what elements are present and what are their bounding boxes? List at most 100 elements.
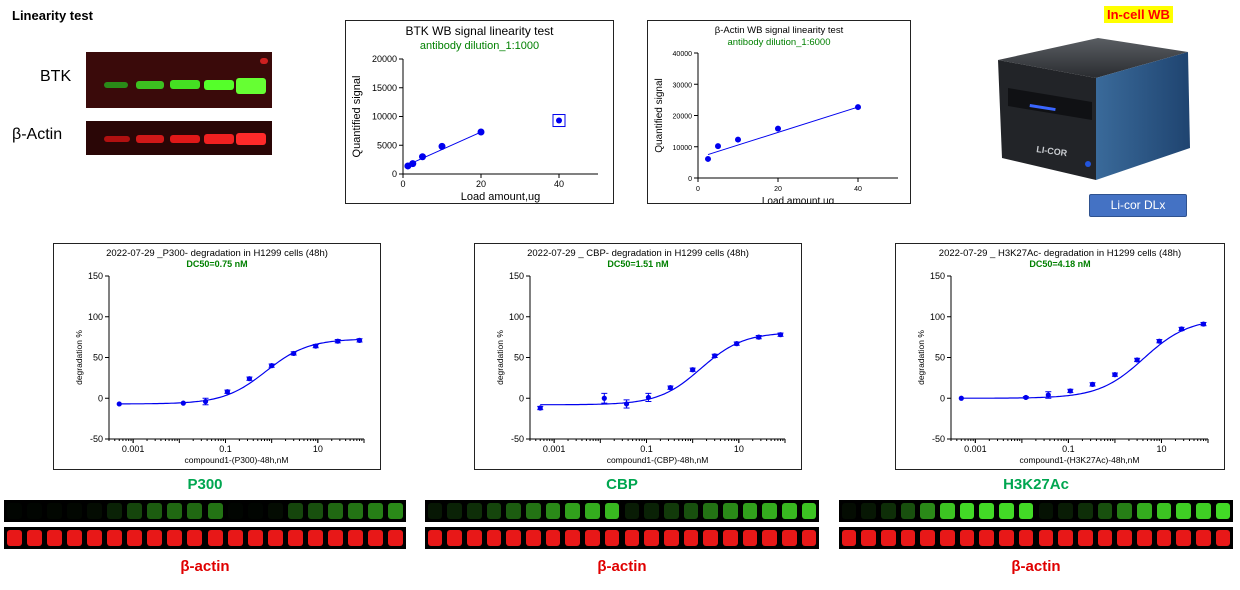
well <box>565 503 581 519</box>
well <box>1156 503 1172 519</box>
data-point <box>645 394 651 401</box>
well <box>762 530 778 546</box>
x-axis-label: compound1-(CBP)-48h,nM <box>607 455 709 465</box>
well <box>979 530 995 546</box>
well <box>920 530 935 546</box>
x-axis-label: Load amount,ug <box>762 196 834 203</box>
well <box>604 530 620 546</box>
well <box>900 530 916 546</box>
chart-title: 2022-07-29 _ H3K27Ac- degradation in H12… <box>939 248 1181 259</box>
well <box>287 530 303 546</box>
well <box>1215 503 1231 519</box>
y-axis-label: Quantified signal <box>351 76 363 158</box>
y-axis-label: Quantified signal <box>654 78 665 153</box>
data-point <box>224 389 230 395</box>
well <box>1117 503 1132 519</box>
data-point <box>775 125 781 132</box>
well <box>723 503 738 519</box>
y-tick-label: 100 <box>88 312 103 322</box>
well <box>841 530 857 546</box>
well <box>1058 530 1073 546</box>
data-point <box>756 334 762 340</box>
well <box>1097 503 1113 519</box>
well <box>900 503 916 519</box>
well <box>447 530 462 546</box>
well <box>427 530 443 546</box>
x-tick-label: 40 <box>554 179 564 189</box>
well <box>959 530 975 546</box>
well <box>604 503 620 519</box>
data-point <box>1045 392 1051 398</box>
btk-linearity-plot: BTK WB signal linearity test antibody dil… <box>351 24 598 203</box>
well <box>1097 530 1113 546</box>
well <box>742 503 758 519</box>
data-point <box>202 398 209 405</box>
well <box>388 503 404 519</box>
x-axis-label: compound1-(H3K27Ac)-48h,nM <box>1019 455 1139 465</box>
cbp-strip-label: CBP <box>606 476 638 493</box>
data-point <box>1134 357 1140 363</box>
x-tick-label: 20 <box>476 179 486 189</box>
well <box>526 530 541 546</box>
cbp-actin-label: β-actin <box>597 558 647 575</box>
well <box>368 530 384 546</box>
well <box>167 503 183 519</box>
x-tick-label: 10 <box>1156 444 1166 454</box>
well <box>545 530 561 546</box>
well <box>880 503 896 519</box>
well <box>506 503 521 519</box>
chart-title: 2022-07-29 _ CBP- degradation in H1299 c… <box>527 248 749 259</box>
chart-subtitle: DC50=4.18 nM <box>1029 259 1090 269</box>
well <box>742 530 758 546</box>
h3k27ac-degradation-chart: 2022-07-29 _ H3K27Ac- degradation in H12… <box>895 243 1225 470</box>
well <box>1137 503 1152 519</box>
licor-dlx-button[interactable]: Li-cor DLx <box>1089 194 1187 217</box>
well <box>46 530 62 546</box>
y-tick-label: 0 <box>392 169 397 179</box>
data-point <box>1156 338 1162 344</box>
well <box>248 503 263 519</box>
y-tick-label: -50 <box>511 434 524 444</box>
p300-strip-label: P300 <box>187 476 223 493</box>
y-tick-label: 100 <box>509 312 524 322</box>
data-point <box>409 160 417 168</box>
well <box>506 530 521 546</box>
well <box>565 530 581 546</box>
well <box>545 503 561 519</box>
well <box>227 530 243 546</box>
data-point <box>419 153 426 161</box>
chart-title: β-Actin WB signal linearity test <box>715 25 844 36</box>
well <box>624 503 640 519</box>
y-tick-label: 50 <box>514 353 524 363</box>
data-point <box>715 143 721 150</box>
well <box>1038 503 1054 519</box>
incell-wb-label: In-cell WB <box>1104 6 1173 23</box>
well <box>207 503 223 519</box>
well <box>940 530 955 546</box>
data-point <box>356 337 363 343</box>
well <box>880 530 896 546</box>
fit-line <box>707 106 859 156</box>
y-axis-label: degradation % <box>495 330 505 385</box>
well <box>1038 530 1054 546</box>
data-point <box>735 136 741 143</box>
well <box>801 530 817 546</box>
y-tick-label: 50 <box>93 353 103 363</box>
chart-subtitle: DC50=1.51 nM <box>607 259 668 269</box>
btk-linearity-chart: BTK WB signal linearity test antibody dil… <box>345 20 614 204</box>
well <box>1176 503 1192 519</box>
well <box>1077 530 1093 546</box>
well <box>447 503 462 519</box>
data-point <box>601 395 607 401</box>
chart-title: BTK WB signal linearity test <box>405 24 554 38</box>
data-point <box>477 128 485 136</box>
well <box>127 503 143 519</box>
y-tick-label: 15000 <box>372 83 397 93</box>
h3k27ac-actin-strip <box>839 527 1233 549</box>
data-point <box>1112 372 1118 378</box>
device-brand: LI-COR <box>1036 144 1069 158</box>
h3k27ac-actin-label: β-actin <box>1011 558 1061 575</box>
well <box>67 503 82 519</box>
outlier-point <box>556 117 562 124</box>
cbp-degradation-chart: 2022-07-29 _ CBP- degradation in H1299 c… <box>474 243 802 470</box>
